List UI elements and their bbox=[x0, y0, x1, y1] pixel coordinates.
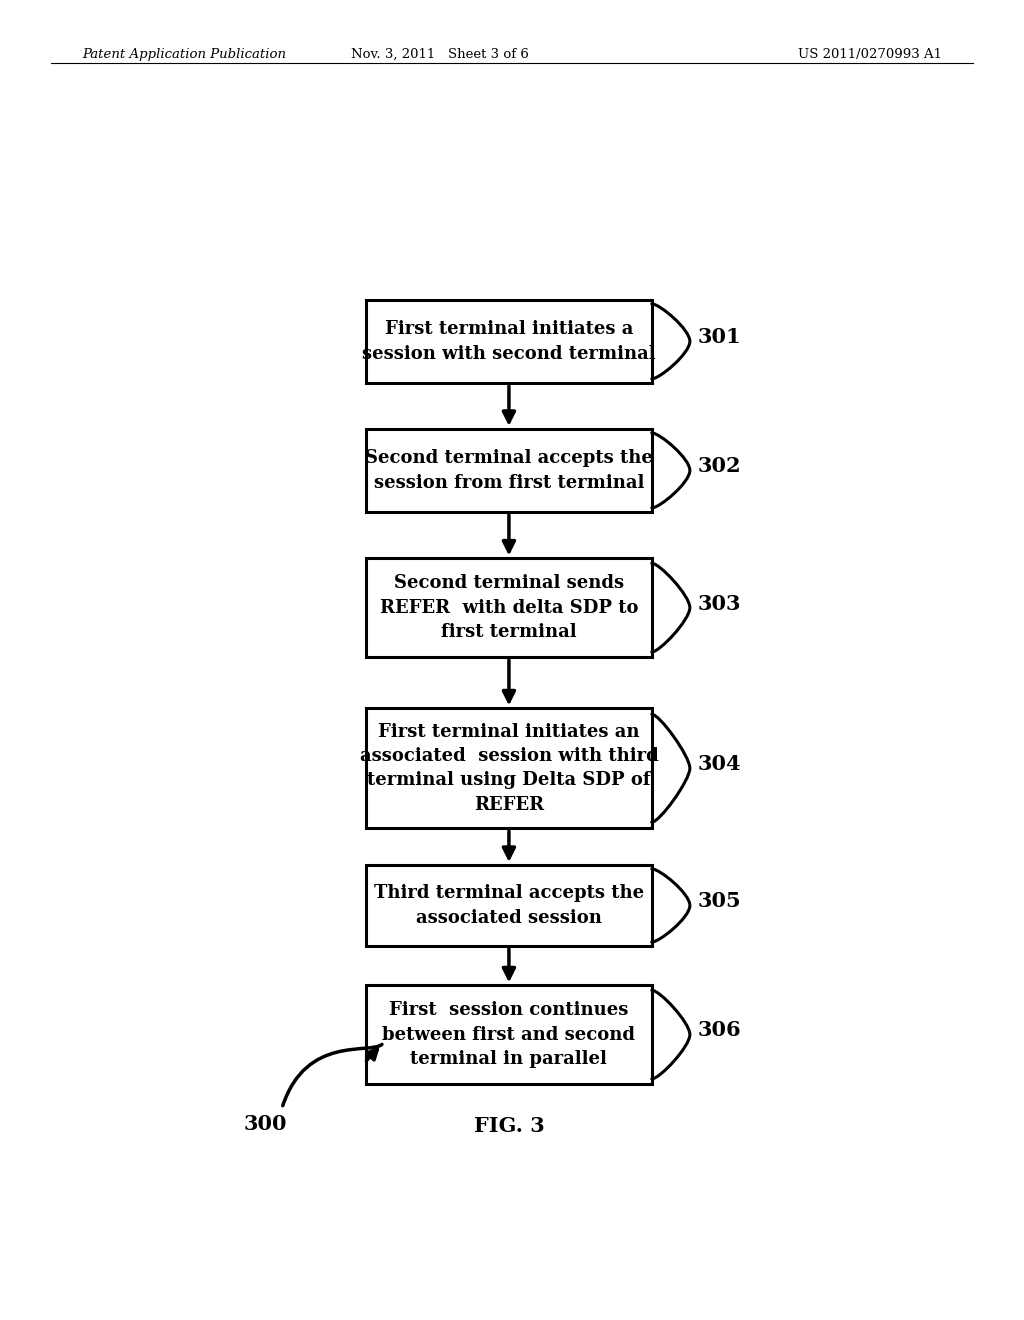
Text: Third terminal accepts the
associated session: Third terminal accepts the associated se… bbox=[374, 884, 644, 927]
Text: 306: 306 bbox=[697, 1020, 741, 1040]
Text: 303: 303 bbox=[697, 594, 741, 614]
Text: 302: 302 bbox=[697, 457, 741, 477]
Text: Nov. 3, 2011   Sheet 3 of 6: Nov. 3, 2011 Sheet 3 of 6 bbox=[351, 48, 529, 61]
FancyBboxPatch shape bbox=[367, 709, 651, 828]
Text: US 2011/0270993 A1: US 2011/0270993 A1 bbox=[798, 48, 942, 61]
Text: First terminal initiates a
session with second terminal: First terminal initiates a session with … bbox=[362, 321, 655, 363]
Text: Second terminal sends
REFER  with delta SDP to
first terminal: Second terminal sends REFER with delta S… bbox=[380, 574, 638, 642]
Text: 304: 304 bbox=[697, 754, 741, 774]
FancyBboxPatch shape bbox=[367, 429, 651, 512]
Text: 300: 300 bbox=[243, 1114, 287, 1134]
Text: Second terminal accepts the
session from first terminal: Second terminal accepts the session from… bbox=[365, 449, 653, 491]
FancyBboxPatch shape bbox=[367, 865, 651, 946]
Text: 305: 305 bbox=[697, 891, 741, 911]
FancyBboxPatch shape bbox=[367, 300, 651, 383]
Text: First  session continues
between first and second
terminal in parallel: First session continues between first an… bbox=[382, 1002, 636, 1068]
Text: 301: 301 bbox=[697, 327, 741, 347]
Text: First terminal initiates an
associated  session with third
terminal using Delta : First terminal initiates an associated s… bbox=[359, 723, 658, 813]
Text: FIG. 3: FIG. 3 bbox=[473, 1115, 545, 1137]
FancyBboxPatch shape bbox=[367, 985, 651, 1084]
Text: Patent Application Publication: Patent Application Publication bbox=[82, 48, 286, 61]
FancyBboxPatch shape bbox=[367, 558, 651, 657]
